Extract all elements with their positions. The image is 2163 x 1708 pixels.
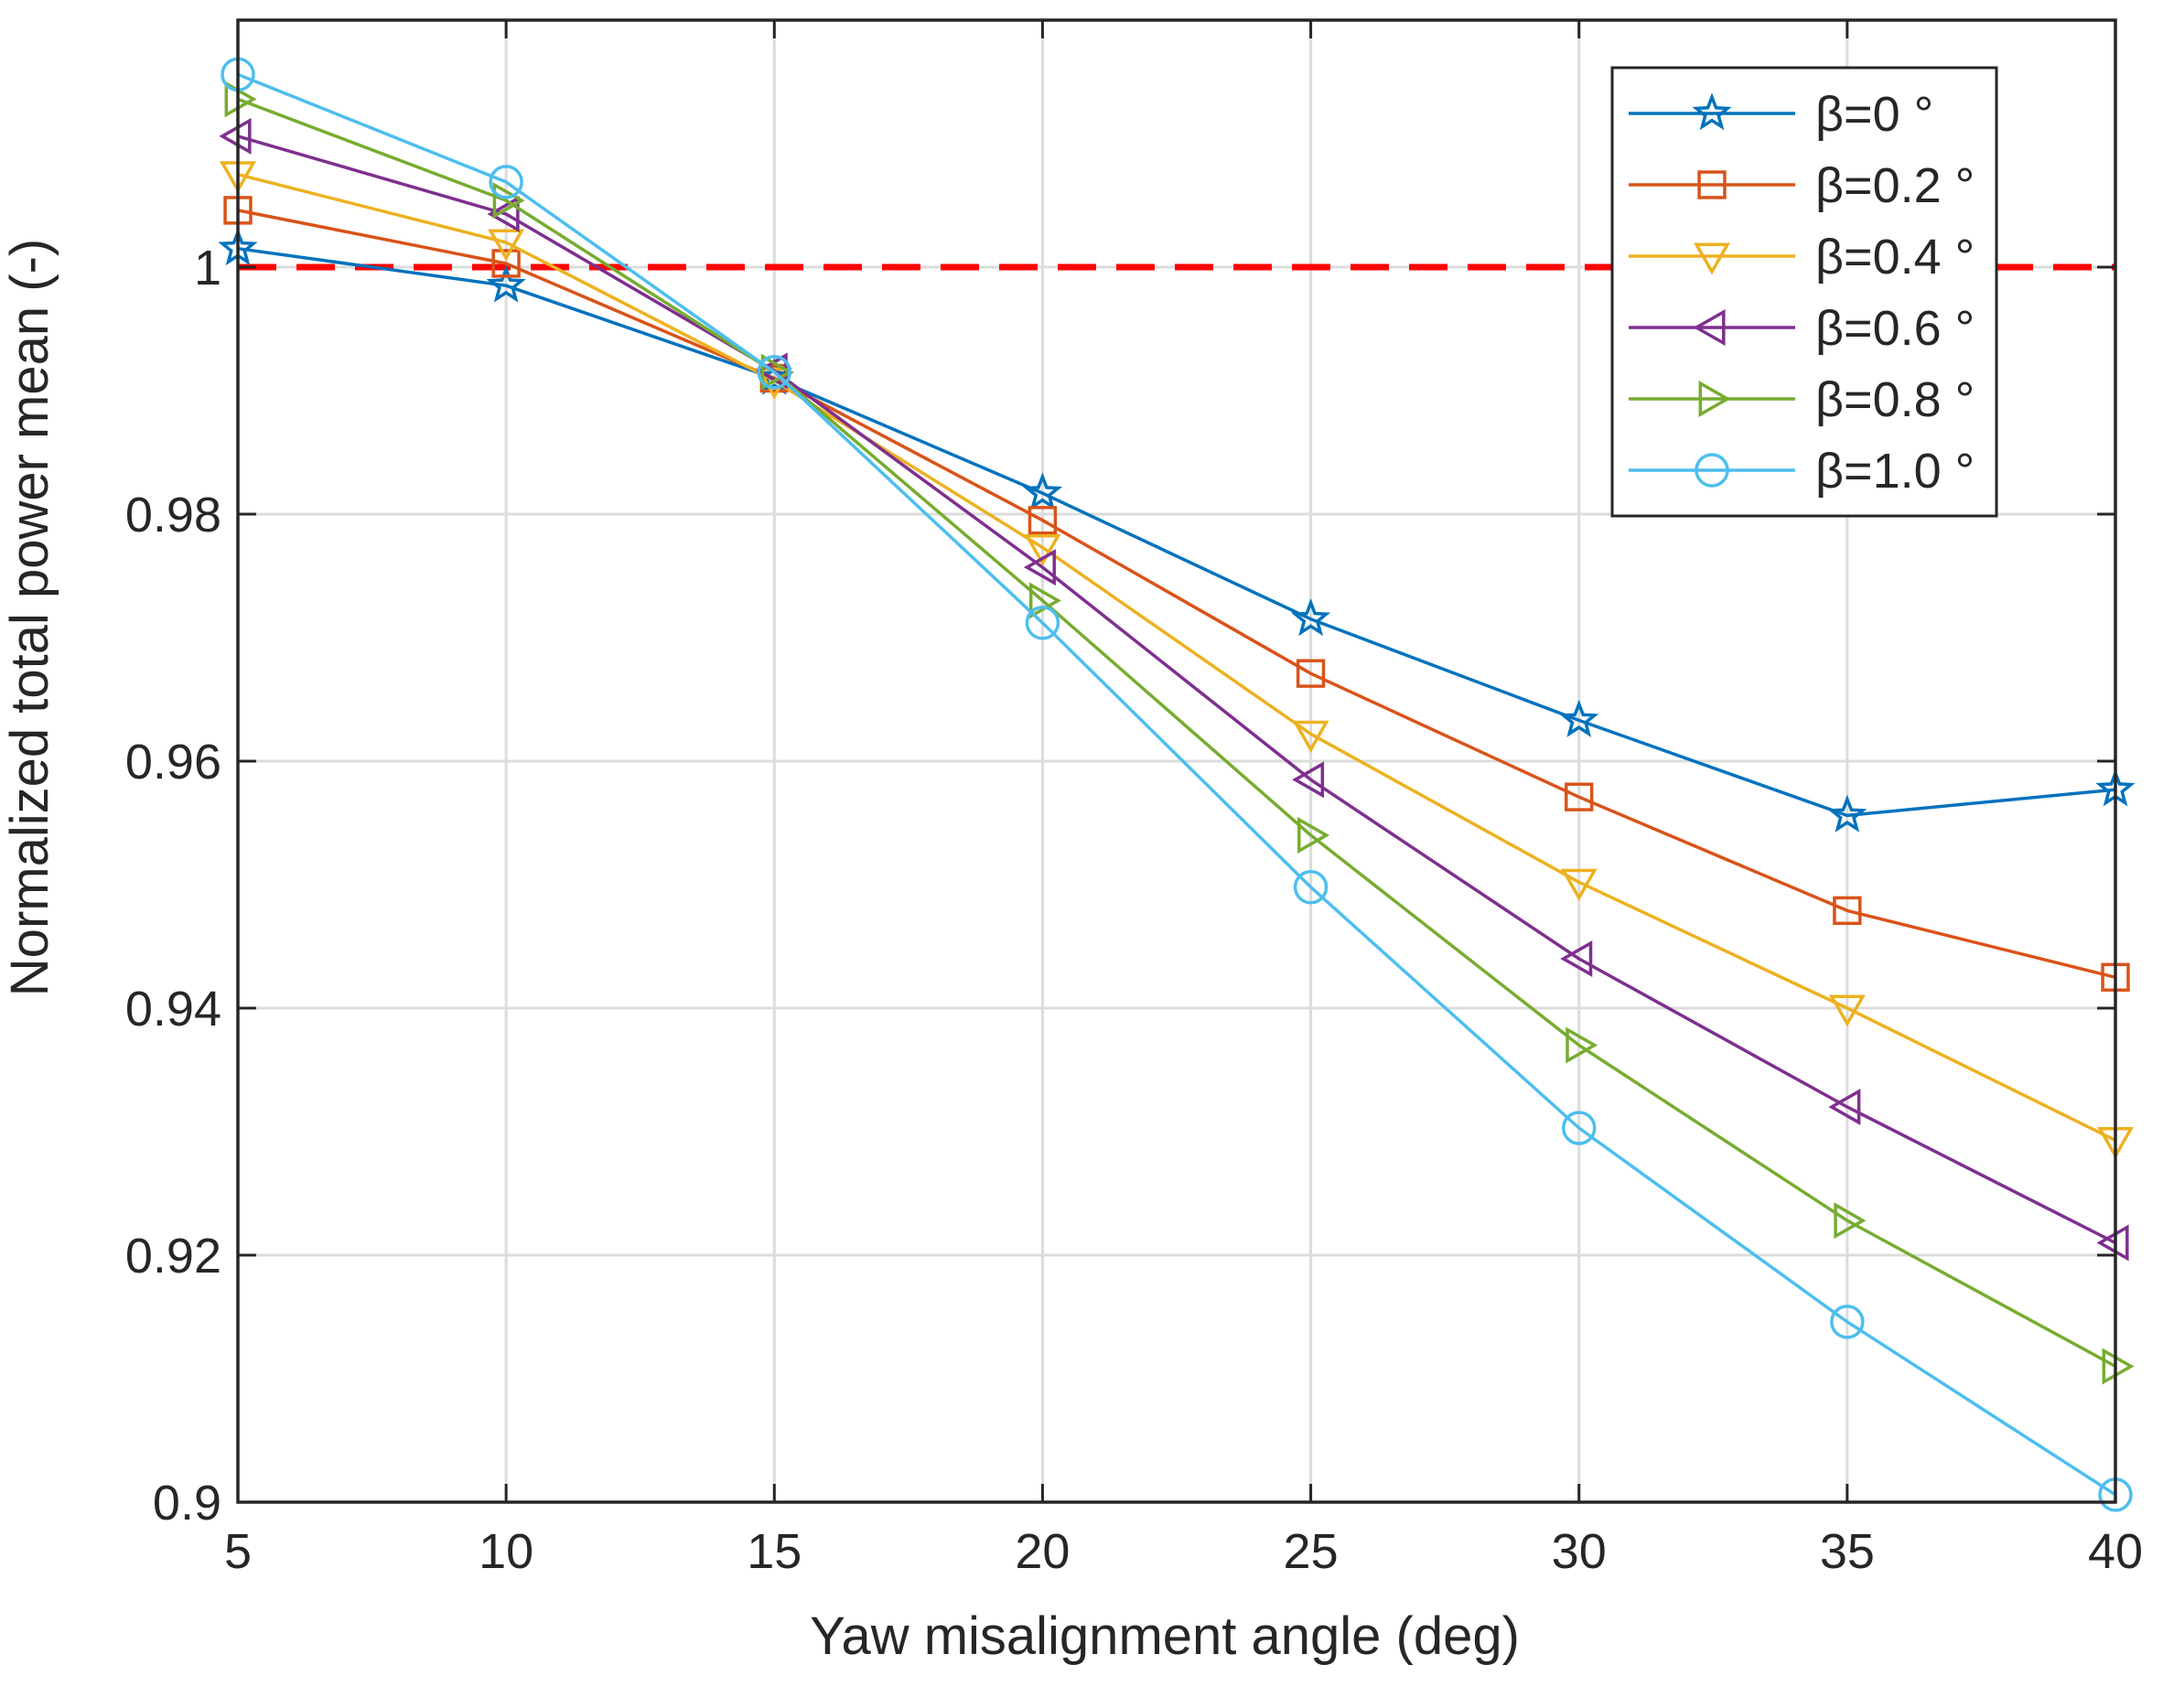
data-point-marker	[1830, 1305, 1865, 1339]
data-point-marker	[1023, 549, 1056, 586]
x-tick-label: 25	[1284, 1524, 1339, 1579]
data-point-marker	[486, 264, 526, 303]
y-tick-label: 0.9	[153, 1476, 221, 1531]
legend-entry-4: β=0.6 °	[1629, 301, 1975, 356]
data-point-marker	[1297, 816, 1330, 854]
data-point-marker	[1025, 606, 1060, 640]
legend-box	[1610, 66, 1998, 518]
legend-entry-6: β=1.0 °	[1629, 444, 1975, 499]
y-tick-label: 0.96	[125, 735, 221, 790]
data-point-marker	[1695, 453, 1729, 488]
data-point-marker	[1561, 1111, 1597, 1145]
data-point-marker	[1698, 380, 1731, 418]
tick-labels: 5 10 15 20 25 30 35 40 0.9 0.92 0.94 0.96 0.98 1	[125, 241, 2143, 1579]
series-line	[237, 134, 2116, 1245]
data-point-marker	[1292, 720, 1329, 753]
series-3	[219, 161, 2135, 1160]
series-6	[221, 57, 2133, 1512]
legend-label: β=0 °	[1815, 87, 1933, 142]
legend-entry-2: β=0.2 °	[1629, 158, 1975, 213]
data-point-marker	[1692, 92, 1732, 131]
x-tick-label: 20	[1015, 1524, 1070, 1579]
data-point-marker	[760, 353, 793, 391]
legend-entry-1: β=0 °	[1629, 87, 1933, 142]
data-point-marker	[1022, 472, 1063, 510]
x-tick-label: 15	[747, 1524, 802, 1579]
data-point-marker	[1296, 659, 1326, 688]
data-point-marker	[219, 117, 252, 155]
data-point-marker	[492, 182, 525, 220]
data-point-marker	[1293, 869, 1329, 905]
data-point-marker	[757, 355, 792, 390]
data-point-marker	[1559, 699, 1599, 737]
data-point-marker	[2096, 1224, 2129, 1262]
data-point-marker	[1693, 308, 1726, 347]
y-axis-label: Normalized total power mean (-)	[0, 239, 59, 996]
data-point-marker	[1560, 868, 1598, 901]
x-axis-label: Yaw misalignment angle (deg)	[810, 1606, 1520, 1666]
data-point-marker	[1028, 506, 1058, 535]
x-tick-label: 5	[224, 1524, 252, 1579]
legend-label: β=0.2 °	[1815, 158, 1975, 213]
y-tick-label: 0.92	[125, 1229, 221, 1284]
data-point-marker	[1828, 1088, 1861, 1126]
data-point-marker	[489, 165, 523, 199]
data-point-marker	[1833, 896, 1862, 926]
series-line	[237, 246, 2116, 818]
y-tick-label: 1	[194, 241, 221, 295]
data-point-marker	[1560, 940, 1593, 978]
x-tick-label: 30	[1552, 1524, 1607, 1579]
legend: β=0 ° β=0.2 ° β=0.4 ° β=0.6 ° β=0.8 ° β=1.0 °	[1610, 66, 1998, 518]
y-tick-label: 0.94	[125, 982, 221, 1037]
legend-label: β=0.6 °	[1815, 301, 1975, 356]
data-point-marker	[1292, 761, 1325, 799]
legend-entry-3: β=0.4 °	[1629, 230, 1975, 285]
legend-label: β=0.8 °	[1815, 372, 1975, 427]
data-point-marker	[1566, 1026, 1598, 1064]
data-point-marker	[1834, 1202, 1867, 1240]
series-5	[224, 81, 2135, 1385]
series-line	[237, 97, 2116, 1369]
data-point-marker	[1290, 598, 1331, 637]
x-tick-label: 10	[479, 1524, 533, 1579]
series-layer	[218, 57, 2136, 1512]
legend-entry-5: β=0.8 °	[1629, 372, 1975, 427]
series-line	[237, 72, 2116, 1497]
legend-label: β=0.4 °	[1815, 230, 1975, 285]
data-point-marker	[1828, 994, 1866, 1027]
data-point-marker	[1024, 533, 1061, 567]
data-point-marker	[1697, 170, 1727, 199]
y-tick-label: 0.98	[125, 488, 221, 542]
data-point-marker	[491, 249, 521, 278]
data-point-marker	[2102, 1348, 2135, 1385]
x-tick-label: 35	[1820, 1524, 1875, 1579]
data-point-marker	[1693, 242, 1731, 275]
series-line	[237, 173, 2116, 1143]
data-point-marker	[488, 229, 525, 262]
data-point-marker	[1827, 794, 1867, 833]
data-point-marker	[1565, 782, 1594, 811]
series-line	[237, 209, 2116, 979]
x-tick-label: 40	[2088, 1524, 2143, 1579]
data-point-marker	[487, 195, 520, 233]
legend-label: β=1.0 °	[1815, 444, 1975, 499]
axes	[236, 18, 2117, 1504]
